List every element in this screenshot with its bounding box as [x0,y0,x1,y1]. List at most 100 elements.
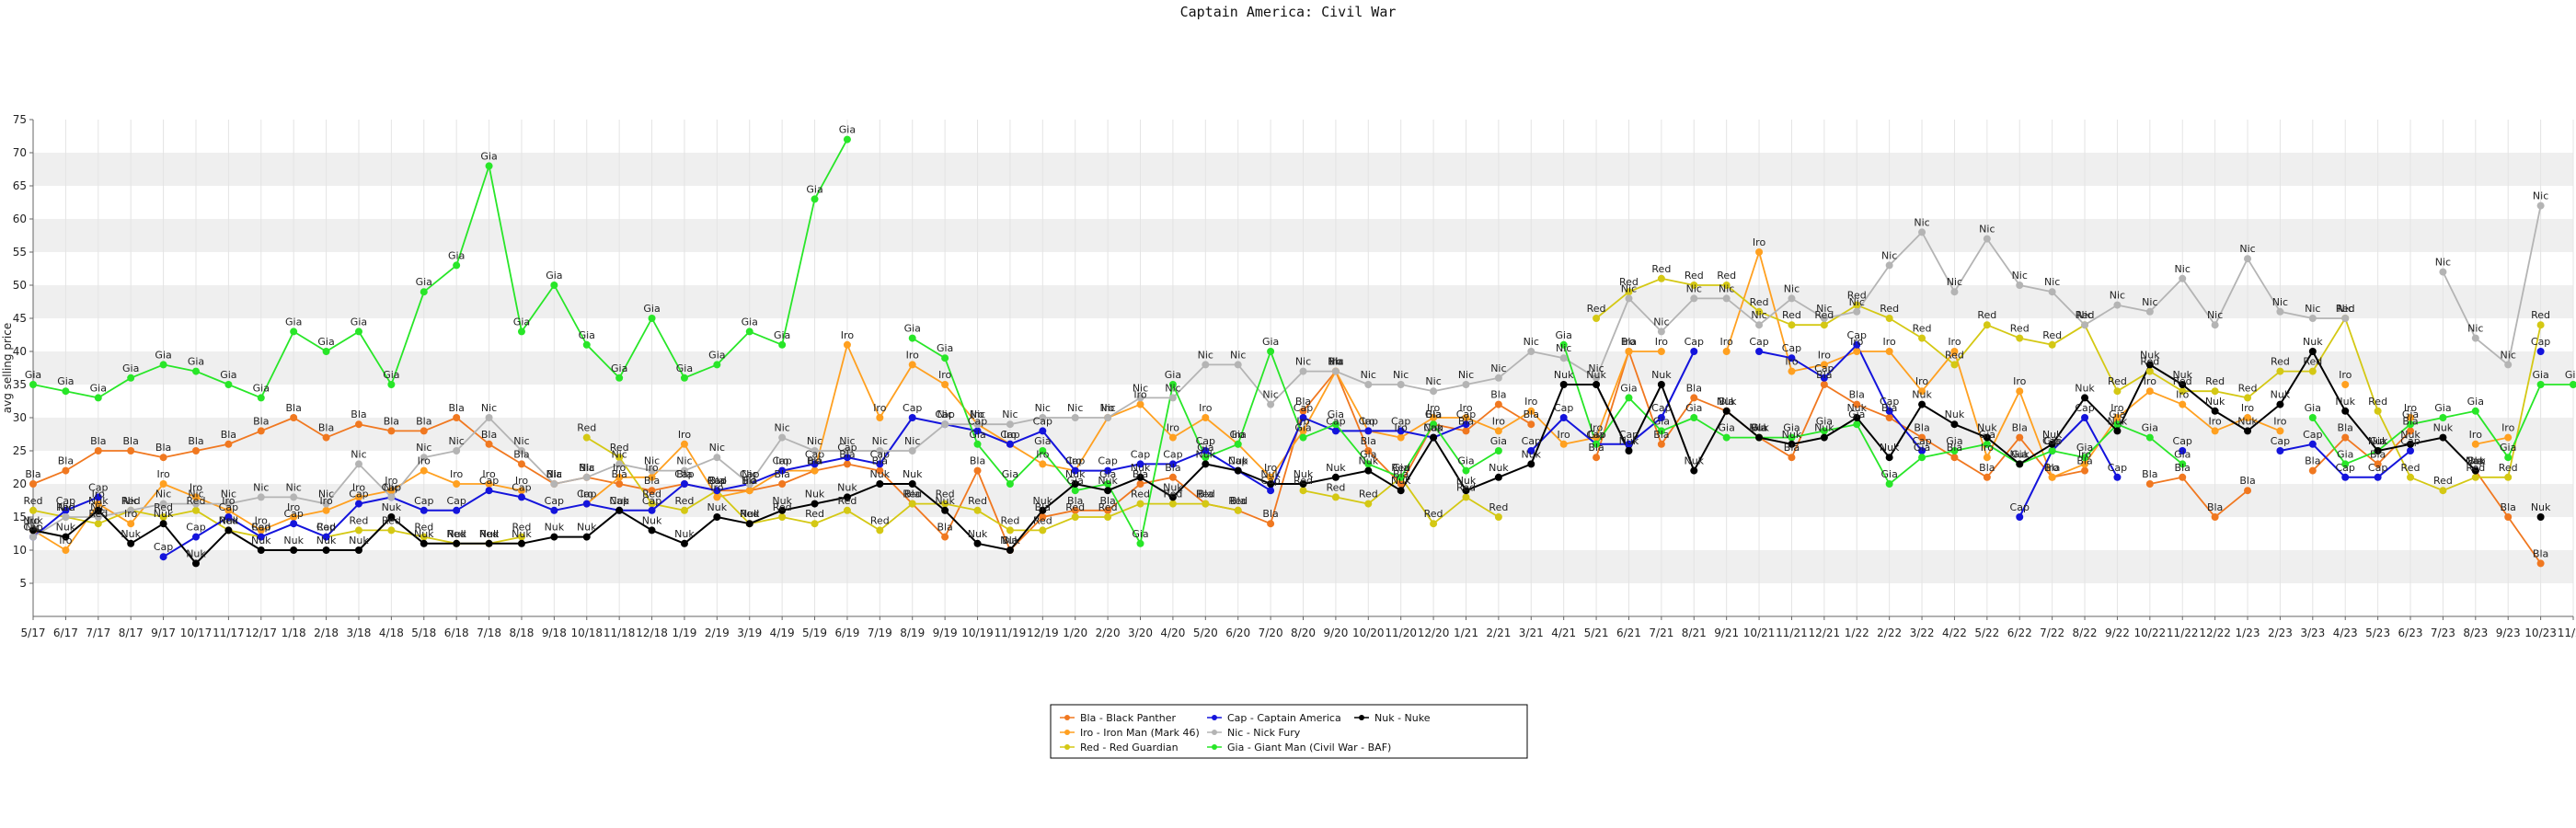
data-point-bla [2081,466,2089,475]
data-point-nic [876,447,884,454]
data-point-cap [1267,487,1275,495]
data-label-nic: Nic [1099,402,1115,414]
data-point-cap [1397,427,1405,435]
data-label-red: Red [2336,303,2355,315]
data-point-nuk [354,546,362,554]
data-point-nuk [680,539,688,547]
data-point-nuk [159,520,167,528]
data-point-iro [2504,433,2513,442]
x-tick-label: 7/19 [868,627,892,639]
data-label-iro: Iro [1590,422,1604,434]
data-point-bla [453,414,461,421]
data-point-cap [2407,447,2415,454]
data-point-nic [745,480,753,488]
data-point-gia [2179,460,2187,468]
data-point-gia [2048,447,2056,454]
data-label-gia: Gia [1262,336,1279,348]
data-label-bla: Bla [1002,535,1018,546]
x-tick-label: 11/20 [1385,627,1417,639]
data-label-nic: Nic [481,402,497,414]
x-tick-label: 12/20 [1418,627,1450,639]
data-point-bla [387,427,396,435]
data-label-cap: Cap [512,481,531,493]
data-label-iro: Iro [1753,236,1766,248]
data-label-iro: Iro [515,475,529,487]
data-label-cap: Cap [1847,329,1867,341]
data-label-nic: Nic [2076,309,2092,321]
data-label-gia: Gia [317,336,334,348]
data-label-iro: Iro [1850,336,1864,348]
data-label-nic: Nic [774,422,789,434]
data-point-iro [811,466,819,475]
data-point-bla [1168,473,1177,481]
data-label-nuk: Nuk [1554,369,1574,381]
data-point-bla [354,420,362,429]
data-point-nic [2308,315,2317,322]
data-point-nic [485,414,493,421]
data-point-gia [2145,433,2154,442]
data-point-red [2536,321,2545,329]
data-point-iro [876,414,884,421]
data-point-bla [191,447,200,454]
data-label-iro: Iro [776,455,789,467]
data-point-iro [1593,433,1601,442]
data-label-bla: Bla [1621,336,1637,348]
x-tick-label: 11/23 [2558,627,2576,639]
data-label-iro: Iro [1883,336,1897,348]
x-tick-label: 2/20 [1096,627,1121,639]
data-point-red [2113,387,2122,396]
data-point-bla [1820,381,1828,388]
data-label-red: Red [1782,309,1801,321]
data-point-gia [1136,539,1144,547]
data-point-cap [224,513,233,521]
data-label-cap: Cap [2108,462,2127,474]
x-tick-label: 8/19 [900,627,925,639]
data-label-cap: Cap [1586,429,1605,441]
data-point-iro [1820,361,1828,369]
series-line-nic [32,231,2346,538]
data-point-cap [1462,420,1470,429]
data-label-iro: Iro [255,514,269,526]
data-point-gia [257,394,265,402]
data-label-bla: Bla [904,489,920,500]
data-point-nuk [1559,381,1568,388]
data-point-bla [1494,400,1502,408]
data-label-gia: Gia [448,249,465,261]
data-label-gia: Gia [1132,528,1148,540]
data-point-gia [2081,454,2089,462]
data-label-gia: Gia [774,329,790,341]
data-point-nic [1006,420,1014,429]
data-point-nic [322,500,330,508]
data-point-bla [1136,480,1144,488]
data-point-nuk [1267,480,1275,488]
data-point-iro [1559,440,1568,448]
data-point-bla [517,460,525,468]
data-point-gia [1983,440,1991,448]
data-point-gia [1657,427,1665,435]
data-label-nuk: Nuk [1359,455,1379,467]
data-label-gia: Gia [383,369,399,381]
data-point-iro [2145,387,2154,396]
data-point-cap [2081,414,2089,421]
legend-swatch-marker [1212,744,1217,750]
data-point-bla [2179,473,2187,481]
data-label-nic: Nic [644,455,660,467]
data-label-red: Red [610,442,629,454]
data-label-gia: Gia [1002,468,1018,480]
data-label-nuk: Nuk [1033,495,1053,507]
x-tick-label: 2/23 [2268,627,2293,639]
data-label-gia: Gia [1425,408,1442,420]
data-label-iro: Iro [2404,402,2418,414]
x-tick-label: 1/22 [1845,627,1869,639]
legend-swatch-marker [1064,730,1070,735]
data-label-gia: Gia [351,316,367,328]
data-point-red [2179,387,2187,396]
data-label-gia: Gia [1588,429,1604,441]
data-point-iro [1299,427,1307,435]
data-label-cap: Cap [186,522,205,534]
data-point-nuk [550,533,558,541]
data-label-nic: Nic [2435,257,2451,269]
x-tick-label: 6/22 [2007,627,2032,639]
data-label-cap: Cap [88,481,108,493]
data-label-red: Red [1098,501,1118,513]
